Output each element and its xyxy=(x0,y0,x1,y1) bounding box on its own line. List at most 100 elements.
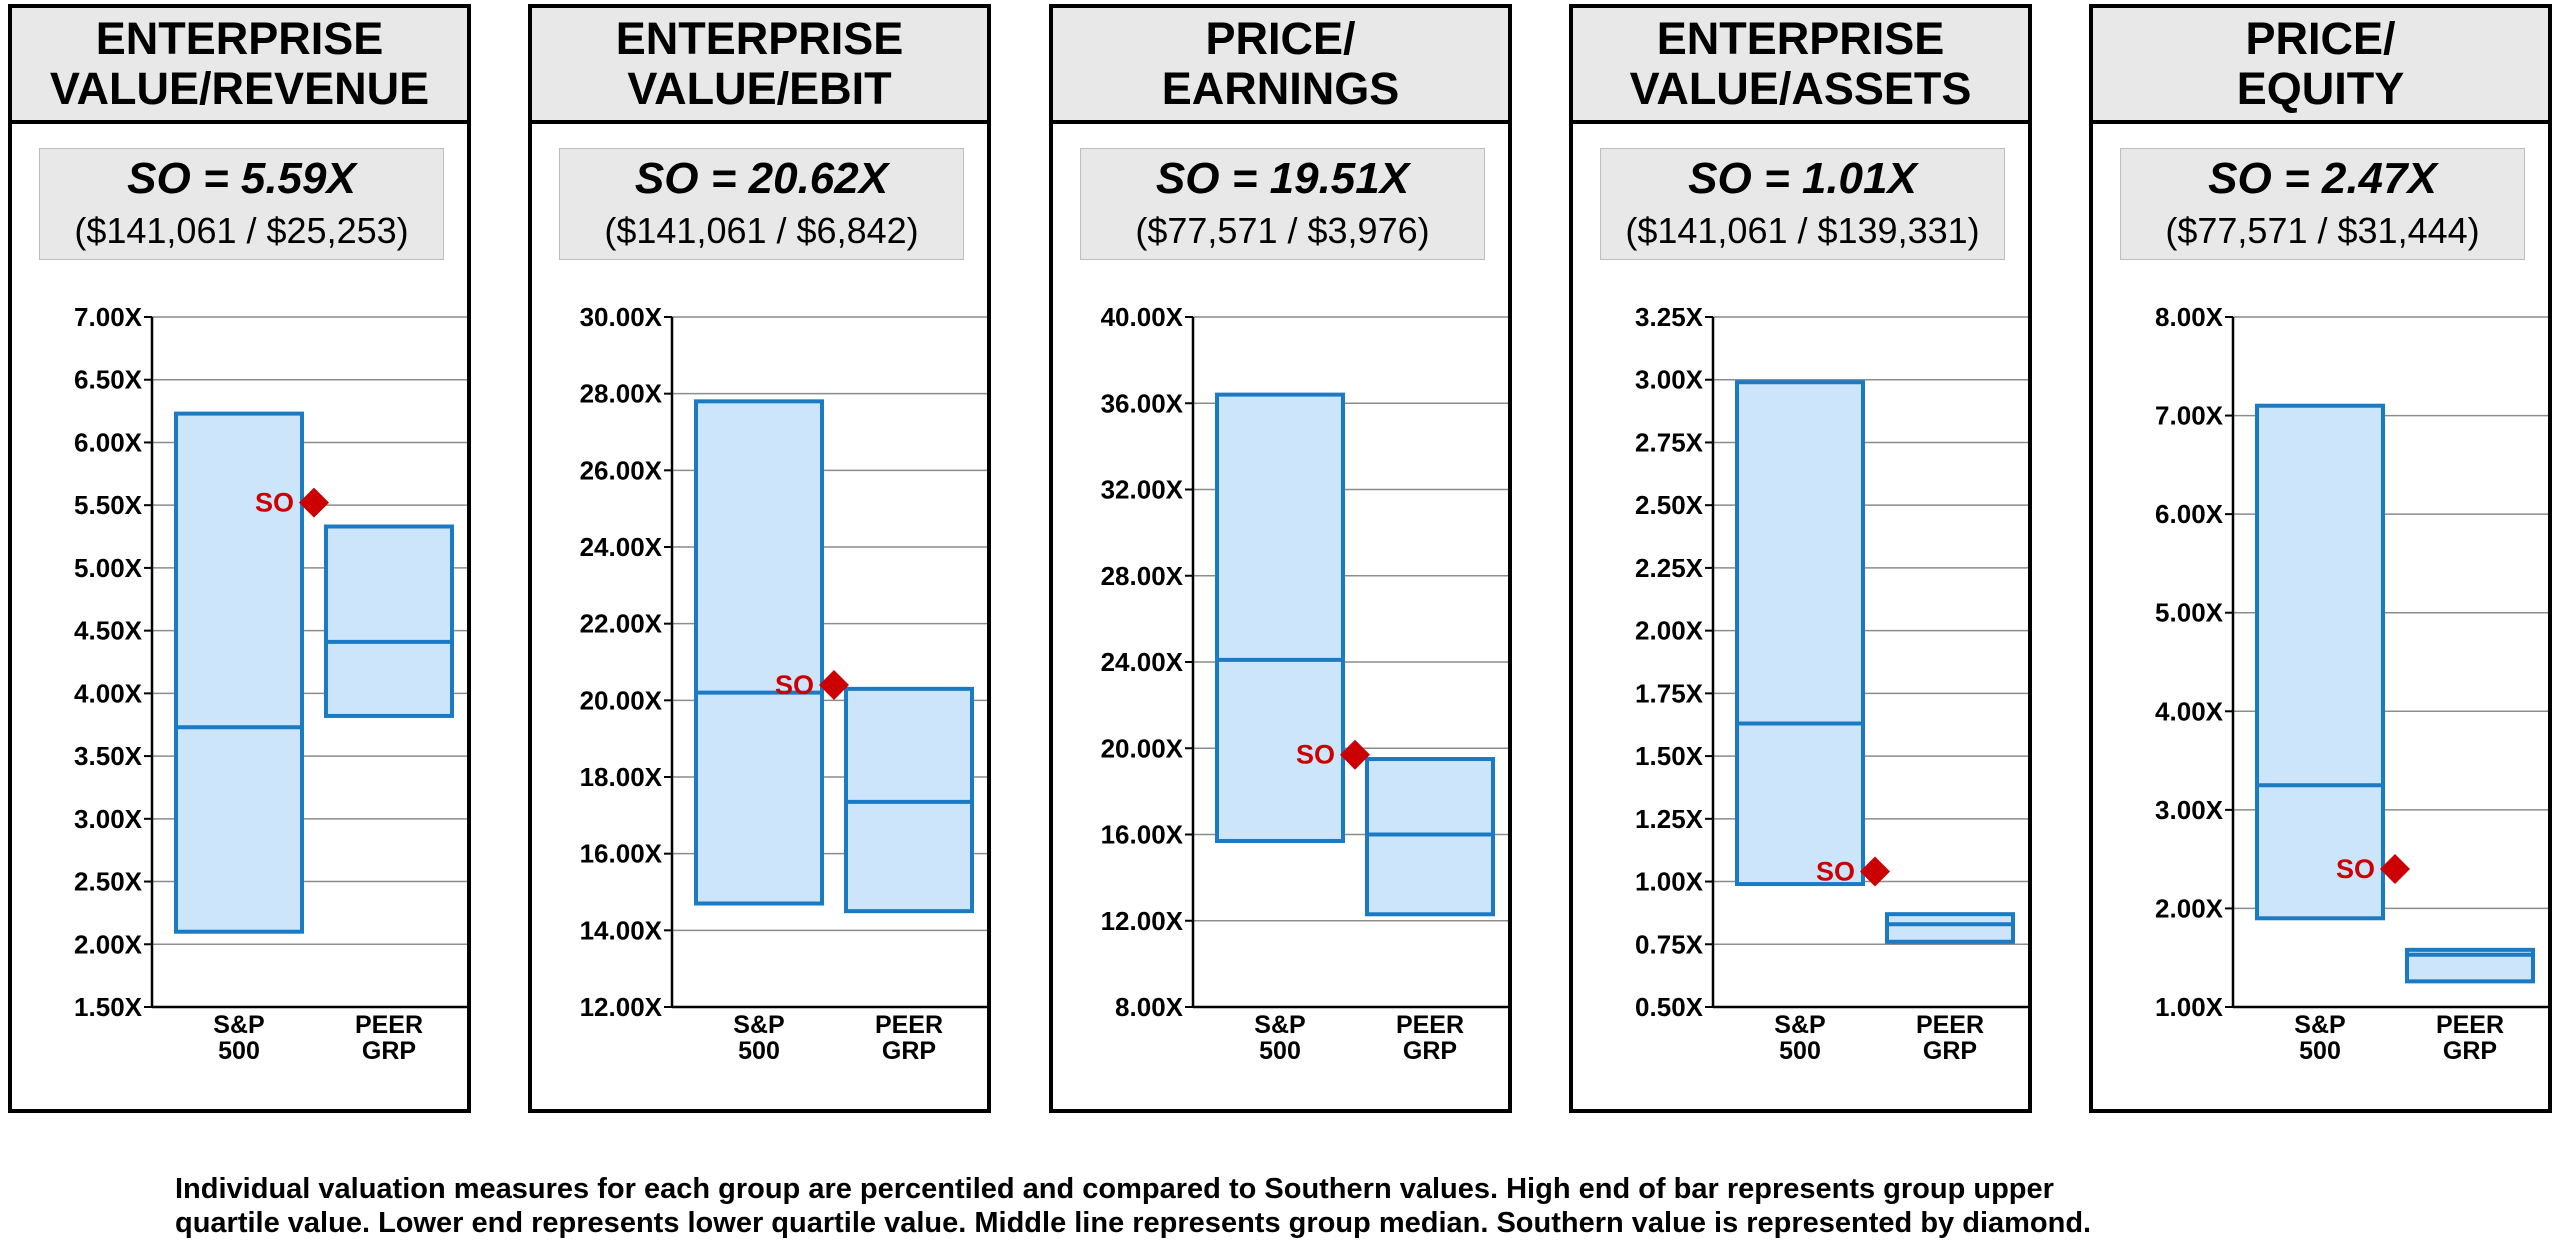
y-tick-label: 1.50X xyxy=(74,992,143,1022)
x-category-label: PEER xyxy=(1396,1011,1464,1039)
y-tick-label: 2.50X xyxy=(1635,490,1704,520)
y-tick-label: 30.00X xyxy=(580,302,663,332)
x-category-label: PEER xyxy=(1916,1011,1984,1039)
y-tick-label: 8.00X xyxy=(1115,992,1184,1022)
x-category-label: GRP xyxy=(1923,1037,1977,1065)
y-tick-label: 2.00X xyxy=(2155,893,2224,923)
so-formula: ($77,571 / $31,444) xyxy=(2165,210,2480,251)
panel-title: ENTERPRISE VALUE/ASSETS xyxy=(1573,8,2028,124)
y-tick-label: 0.50X xyxy=(1635,992,1704,1022)
y-tick-label: 2.50X xyxy=(74,867,143,897)
y-tick-label: 26.00X xyxy=(580,455,663,485)
so-formula: ($77,571 / $3,976) xyxy=(1135,210,1430,251)
y-tick-label: 2.25X xyxy=(1635,553,1704,583)
y-tick-label: 7.00X xyxy=(74,302,143,332)
panel-title-line-1: PRICE/ xyxy=(1205,13,1356,64)
quartile-box xyxy=(694,399,824,906)
y-tick-label: 2.75X xyxy=(1635,427,1704,457)
y-tick-label: 4.00X xyxy=(74,678,143,708)
y-tick-label: 1.25X xyxy=(1635,804,1704,834)
so-formula: ($141,061 / $139,331) xyxy=(1625,210,1980,251)
chart-panel-ev-revenue: ENTERPRISE VALUE/REVENUE SO = 5.59X ($14… xyxy=(8,4,471,1113)
x-category-label: 500 xyxy=(738,1037,780,1065)
so-summary-box: SO = 20.62X ($141,061 / $6,842) xyxy=(559,148,964,260)
x-category-label: S&P xyxy=(2294,1011,2345,1039)
y-tick-label: 36.00X xyxy=(1101,388,1184,418)
y-tick-label: 6.00X xyxy=(2155,499,2224,529)
y-tick-label: 12.00X xyxy=(580,992,663,1022)
y-tick-label: 4.50X xyxy=(74,616,143,646)
y-tick-label: 28.00X xyxy=(580,379,663,409)
x-category-label: 500 xyxy=(2299,1037,2341,1065)
box-chart: 3.25X 3.00X 2.75X 2.50X 2.25X 2.00X 1.75X 1.50X… xyxy=(1635,302,2028,1065)
x-category-label: 500 xyxy=(1259,1037,1301,1065)
x-category-label: PEER xyxy=(2436,1011,2504,1039)
y-tick-label: 20.00X xyxy=(1101,733,1184,763)
so-value: SO = 1.01X xyxy=(1688,154,1917,203)
caption-line-1: Individual valuation measures for each g… xyxy=(175,1173,2054,1205)
y-tick-label: 5.00X xyxy=(74,553,143,583)
quartile-box xyxy=(1885,912,2015,944)
box-chart: 40.00X 36.00X 32.00X 28.00X 24.00X 20.00X 16.0… xyxy=(1101,302,1508,1065)
quartile-box xyxy=(1215,392,1345,843)
y-tick-label: 5.00X xyxy=(2155,598,2224,628)
panel-title-line-2: EARNINGS xyxy=(1161,63,1400,114)
so-diamond-marker xyxy=(1340,739,1370,770)
y-tick-label: 16.00X xyxy=(1101,820,1184,850)
box-chart: 8.00X 7.00X 6.00X 5.00X 4.00X 3.00X 2.00X 1.00X… xyxy=(2155,302,2548,1065)
x-category-label: GRP xyxy=(1403,1037,1457,1065)
y-tick-label: 1.00X xyxy=(1635,867,1704,897)
y-tick-label: 28.00X xyxy=(1101,561,1184,591)
y-tick-label: 18.00X xyxy=(580,762,663,792)
panel-title-line-2: VALUE/EBIT xyxy=(627,63,892,114)
quartile-box xyxy=(174,411,304,934)
panel-title: PRICE/ EARNINGS xyxy=(1053,8,1508,124)
x-category-label: 500 xyxy=(218,1037,260,1065)
so-summary-box: SO = 5.59X ($141,061 / $25,253) xyxy=(39,148,444,260)
box-chart: 7.00X 6.50X 6.00X 5.50X 5.00X 4.50X 4.00X 3.50X… xyxy=(74,302,467,1065)
quartile-box xyxy=(1365,757,1495,917)
y-tick-label: 3.25X xyxy=(1635,302,1704,332)
box-chart: 30.00X 28.00X 26.00X 24.00X 22.00X 20.00X 18.0… xyxy=(580,302,987,1065)
panel-title: ENTERPRISE VALUE/EBIT xyxy=(532,8,987,124)
x-category-label: S&P xyxy=(1254,1011,1305,1039)
so-value: SO = 5.59X xyxy=(127,154,356,203)
caption-line-2: quartile value. Lower end represents low… xyxy=(175,1207,2092,1239)
x-category-label: S&P xyxy=(1774,1011,1825,1039)
so-marker-label: SO xyxy=(775,670,814,700)
y-tick-label: 3.50X xyxy=(74,741,143,771)
panel-title-line-2: EQUITY xyxy=(2236,63,2405,114)
y-tick-label: 24.00X xyxy=(1101,647,1184,677)
quartile-box xyxy=(324,524,454,718)
y-tick-label: 1.00X xyxy=(2155,992,2224,1022)
y-tick-label: 14.00X xyxy=(580,915,663,945)
panel-title-line-2: VALUE/REVENUE xyxy=(49,63,430,114)
y-tick-label: 32.00X xyxy=(1101,475,1184,505)
y-tick-label: 3.00X xyxy=(1635,365,1704,395)
y-tick-label: 16.00X xyxy=(580,839,663,869)
x-category-label: S&P xyxy=(733,1011,784,1039)
quartile-box xyxy=(2255,403,2385,921)
chart-panel-ev-ebit: ENTERPRISE VALUE/EBIT SO = 20.62X ($141,… xyxy=(528,4,991,1113)
so-summary-box: SO = 1.01X ($141,061 / $139,331) xyxy=(1600,148,2005,260)
y-tick-label: 6.00X xyxy=(74,427,143,457)
x-category-label: PEER xyxy=(355,1011,423,1039)
y-tick-label: 3.00X xyxy=(2155,795,2224,825)
x-category-label: 500 xyxy=(1779,1037,1821,1065)
so-marker-label: SO xyxy=(255,488,294,518)
y-tick-label: 2.00X xyxy=(74,929,143,959)
so-diamond-marker xyxy=(819,670,849,700)
y-tick-label: 12.00X xyxy=(1101,906,1184,936)
y-tick-label: 22.00X xyxy=(580,609,663,639)
panel-title: PRICE/ EQUITY xyxy=(2093,8,2548,124)
panel-title-line-1: ENTERPRISE xyxy=(1656,13,1945,64)
so-value: SO = 2.47X xyxy=(2208,154,2437,203)
y-tick-label: 0.75X xyxy=(1635,929,1704,959)
x-category-label: S&P xyxy=(213,1011,264,1039)
so-summary-box: SO = 19.51X ($77,571 / $3,976) xyxy=(1080,148,1485,260)
x-category-label: PEER xyxy=(875,1011,943,1039)
so-diamond-marker xyxy=(299,487,329,518)
so-marker-label: SO xyxy=(1816,857,1855,887)
x-category-label: GRP xyxy=(882,1037,936,1065)
so-marker-label: SO xyxy=(2336,854,2375,884)
